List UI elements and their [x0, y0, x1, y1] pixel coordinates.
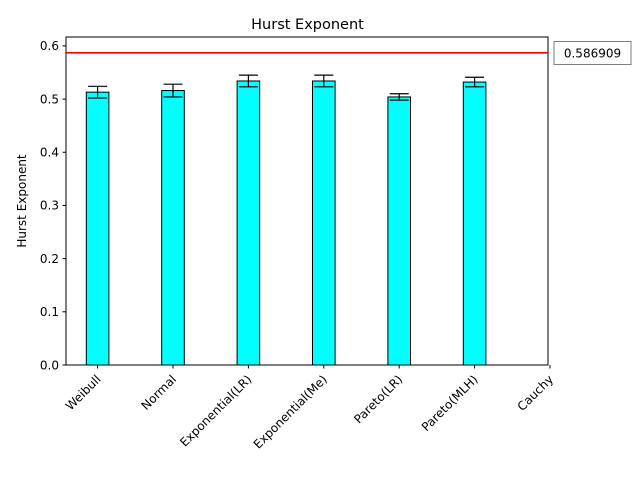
axes-frame — [65, 36, 549, 366]
reference-annotation-label: 0.586909 — [564, 47, 621, 61]
y-tick-label: 0.0 — [40, 358, 59, 372]
y-tick-label: 0.1 — [40, 305, 59, 319]
bar — [312, 80, 336, 366]
bar — [236, 80, 261, 366]
bar — [85, 91, 110, 366]
y-tick-label: 0.6 — [40, 39, 59, 53]
bar — [161, 90, 185, 366]
reference-annotation-box — [553, 41, 632, 65]
chart-title: Hurst Exponent — [251, 17, 364, 33]
y-tick-label: 0.4 — [40, 146, 59, 160]
bar — [387, 96, 411, 366]
bar — [462, 81, 487, 366]
y-tick-label: 0.5 — [40, 92, 59, 106]
y-axis-label: Hurst Exponent — [15, 154, 29, 248]
y-tick-label: 0.2 — [40, 252, 59, 266]
y-tick-label: 0.3 — [40, 199, 59, 213]
